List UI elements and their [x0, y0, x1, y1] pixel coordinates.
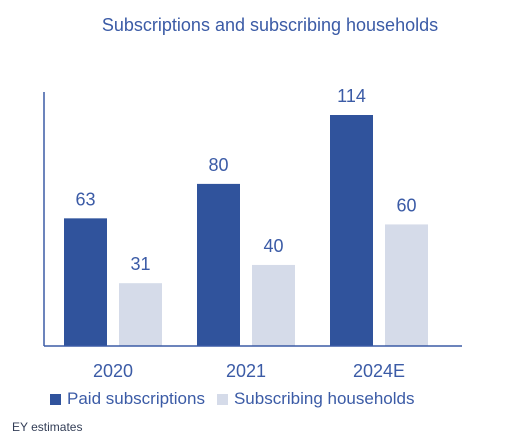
- x-tick-label-2020: 2020: [93, 361, 133, 381]
- bars-group: 63 31 2020 80 40 2021 114 60 2024E: [64, 86, 428, 381]
- legend-item-paid-subscriptions: Paid subscriptions: [50, 389, 205, 409]
- bar-paid-subscriptions-2024e: [330, 115, 373, 346]
- data-label-paid-subscriptions-2024e: 114: [337, 86, 366, 106]
- x-tick-label-2024e: 2024E: [353, 361, 405, 381]
- legend: Paid subscriptions Subscribing household…: [50, 389, 426, 409]
- data-label-subscribing-households-2024e: 60: [396, 195, 416, 215]
- bar-paid-subscriptions-2020: [64, 218, 107, 346]
- data-label-subscribing-households-2020: 31: [130, 254, 150, 274]
- bar-subscribing-households-2024e: [385, 224, 428, 346]
- bar-subscribing-households-2021: [252, 264, 295, 346]
- legend-label-paid: Paid subscriptions: [67, 389, 205, 408]
- bar-subscribing-households-2020: [119, 283, 162, 346]
- x-tick-label-2021: 2021: [226, 361, 266, 381]
- chart-title: Subscriptions and subscribing households: [101, 15, 439, 35]
- legend-swatch-paid: [50, 393, 61, 405]
- data-label-paid-subscriptions-2020: 63: [75, 189, 95, 209]
- legend-swatch-households: [216, 393, 228, 405]
- legend-label-households: Subscribing households: [233, 389, 415, 408]
- source-note: EY estimates: [12, 420, 83, 434]
- bar-paid-subscriptions-2021: [197, 183, 240, 346]
- data-label-subscribing-households-2021: 40: [263, 236, 283, 256]
- legend-item-subscribing-households: Subscribing households: [216, 389, 415, 409]
- data-label-paid-subscriptions-2021: 80: [208, 155, 228, 175]
